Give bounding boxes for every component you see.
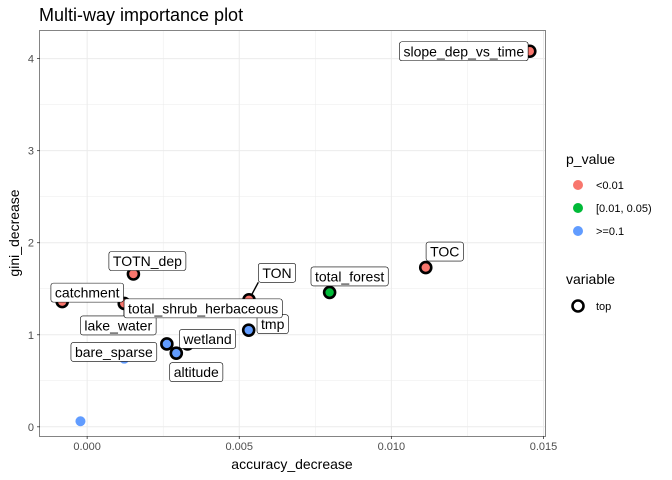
point-label-box [310, 266, 389, 287]
point-label-text: altitude [174, 364, 219, 380]
legend-key [573, 226, 583, 236]
legend: p_value <0.01 [0.01, 0.05) >=0.1 variable top [566, 151, 652, 313]
data-point [241, 323, 256, 337]
legend-key [573, 203, 583, 213]
point-label-text: TOTN_dep [113, 253, 182, 269]
point-label: TON [258, 262, 296, 283]
point-label: bare_sparse [70, 342, 158, 362]
point-label: wetland [179, 329, 236, 349]
x-tick-label: 0.015 [530, 441, 558, 453]
point-label: altitude [169, 362, 224, 382]
point-label-text: tmp [261, 316, 285, 332]
point-label-box [425, 241, 464, 262]
data-point [418, 260, 433, 275]
point-label-text: TOC [430, 244, 459, 260]
legend-key [571, 299, 585, 313]
legend-label: [0.01, 0.05) [596, 203, 652, 215]
point-label-box [169, 362, 224, 382]
y-tick-label: 4 [28, 54, 34, 66]
point-label: tmp [256, 314, 289, 334]
y-tick-label: 2 [28, 238, 34, 250]
legend-title-p-value: p_value [566, 151, 615, 167]
point-label-text: wetland [182, 331, 231, 347]
point-label: total_shrub_herbaceous [123, 298, 283, 319]
point-label-box [179, 329, 236, 349]
data-point [75, 416, 86, 427]
point-label-box [399, 41, 529, 62]
point-label: TOTN_dep [108, 251, 187, 271]
point-label: lake_water [80, 315, 157, 336]
x-tick-label: 0.005 [225, 441, 253, 453]
point-label-text: bare_sparse [75, 344, 153, 360]
data-point [322, 285, 337, 300]
point-label-text: lake_water [84, 317, 152, 333]
plot-panel [39, 30, 546, 437]
y-tick-label: 3 [28, 146, 34, 158]
point-label: TOC [425, 241, 464, 262]
x-tick-label: 0.010 [378, 441, 406, 453]
point-label-text: TON [262, 265, 291, 281]
point-label-text: total_shrub_herbaceous [128, 300, 278, 316]
x-axis-title: accuracy_decrease [231, 456, 353, 472]
data-point [160, 337, 174, 351]
legend-label: top [596, 301, 611, 313]
point-label: total_forest [310, 266, 389, 287]
point-label-box [50, 282, 124, 303]
point-label-box [123, 298, 283, 319]
point-label-text: catchment [55, 285, 120, 301]
legend-label: >=0.1 [596, 226, 624, 238]
data-point [169, 346, 184, 360]
point-label-box [108, 251, 187, 271]
y-tick-label: 1 [28, 330, 34, 342]
point-labels: slope_dep_vs_time TOC total_forest TON tmp TO… [50, 41, 529, 382]
x-tick-label: 0.000 [73, 441, 101, 453]
point-label: catchment [50, 282, 124, 303]
legend-key [573, 180, 583, 190]
chart-title: Multi-way importance plot [39, 5, 243, 25]
legend-label: <0.01 [596, 180, 624, 192]
point-label-box [70, 342, 158, 362]
point-label: slope_dep_vs_time [399, 41, 529, 62]
y-axis-title: gini_decrease [6, 189, 22, 276]
point-label-box [80, 315, 157, 336]
point-label-box [258, 262, 296, 283]
legend-title-variable: variable [566, 271, 615, 287]
x-axis: 0.000 0.005 0.010 0.015 [73, 436, 557, 453]
point-label-text: total_forest [315, 268, 384, 284]
point-label-text: slope_dep_vs_time [403, 43, 524, 59]
y-axis: 0 1 2 3 4 [28, 54, 40, 434]
y-tick-label: 0 [28, 422, 34, 434]
